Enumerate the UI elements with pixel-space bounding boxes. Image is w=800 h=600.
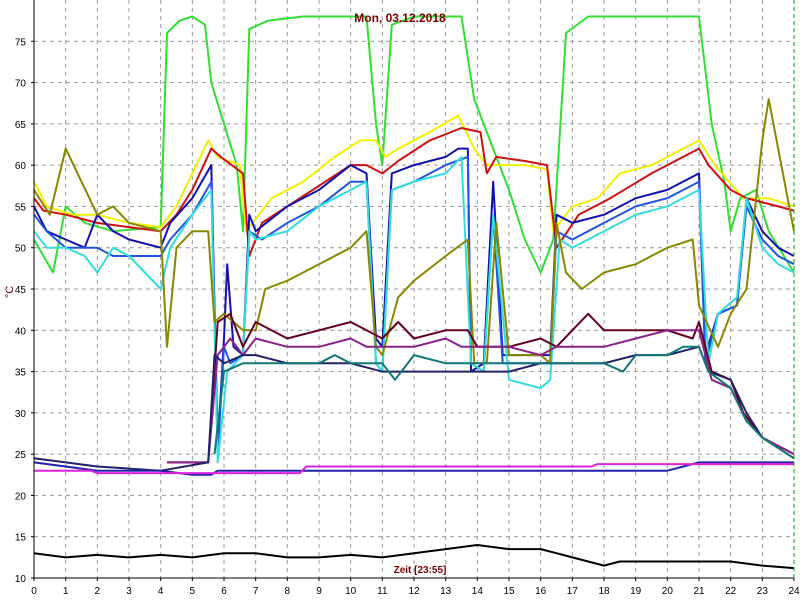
- y-axis-label: °C: [4, 286, 16, 298]
- y-tick-label: 50: [15, 244, 27, 255]
- chart-title: Mon, 03.12.2018: [354, 11, 446, 25]
- x-tick-label: 0: [31, 586, 37, 597]
- series-line-11: [213, 345, 795, 460]
- y-tick-label: 25: [15, 450, 27, 461]
- x-tick-label: 3: [126, 586, 132, 597]
- y-tick-label: 45: [15, 285, 27, 296]
- series-line-14: [33, 544, 795, 570]
- x-tick-label: 14: [472, 586, 484, 597]
- x-tick-labels: 0 1 2 3 4 5 6 7 8 9 10 11 12 13 14 15 16 17 18 19 20 21 22 23 24: [31, 578, 800, 597]
- series-line-9: [167, 329, 795, 464]
- x-tick-label: 1: [63, 586, 69, 597]
- y-tick-label: 20: [15, 491, 27, 502]
- x-tick-label: 2: [95, 586, 101, 597]
- series-line-2: [33, 114, 795, 233]
- y-tick-label: 55: [15, 202, 27, 213]
- y-tick-label: 65: [15, 120, 27, 131]
- y-tick-label: 40: [15, 326, 27, 337]
- x-tick-label: 4: [158, 586, 164, 597]
- x-tick-label: 12: [408, 586, 420, 597]
- x-tick-label: 8: [285, 586, 291, 597]
- series-lines: [33, 15, 795, 570]
- x-tick-label: 16: [535, 586, 547, 597]
- x-tick-label: 6: [221, 586, 227, 597]
- series-line-7: [33, 98, 795, 365]
- x-tick-label: 13: [440, 586, 452, 597]
- x-tick-label: 11: [377, 586, 388, 597]
- series-line-4: [33, 147, 795, 447]
- series-line-8: [167, 312, 795, 464]
- y-tick-label: 70: [15, 79, 27, 90]
- x-tick-label: 23: [757, 586, 769, 597]
- y-tick-label: 15: [15, 533, 27, 544]
- y-tick-label: 10: [15, 574, 27, 585]
- series-line-1: [33, 15, 795, 274]
- y-tick-labels: 10 15 20 25 30 35 40 45 50 55 60 65 70 75: [15, 37, 34, 585]
- y-tick-label: 75: [15, 37, 27, 48]
- x-tick-label: 15: [503, 586, 515, 597]
- y-tick-label: 35: [15, 368, 27, 379]
- x-tick-label: 10: [345, 586, 357, 597]
- x-axis-label: Zeit [23:55]: [394, 565, 447, 576]
- x-tick-label: 18: [598, 586, 610, 597]
- y-tick-label: 60: [15, 161, 27, 172]
- x-tick-label: 24: [788, 586, 800, 597]
- series-line-13: [34, 463, 794, 475]
- x-tick-label: 9: [316, 586, 322, 597]
- x-tick-label: 21: [693, 586, 705, 597]
- x-tick-label: 19: [630, 586, 642, 597]
- x-tick-label: 20: [662, 586, 674, 597]
- x-tick-label: 5: [190, 586, 196, 597]
- y-tick-label: 30: [15, 409, 27, 420]
- x-tick-label: 22: [725, 586, 737, 597]
- x-tick-label: 17: [567, 586, 579, 597]
- x-tick-label: 7: [253, 586, 259, 597]
